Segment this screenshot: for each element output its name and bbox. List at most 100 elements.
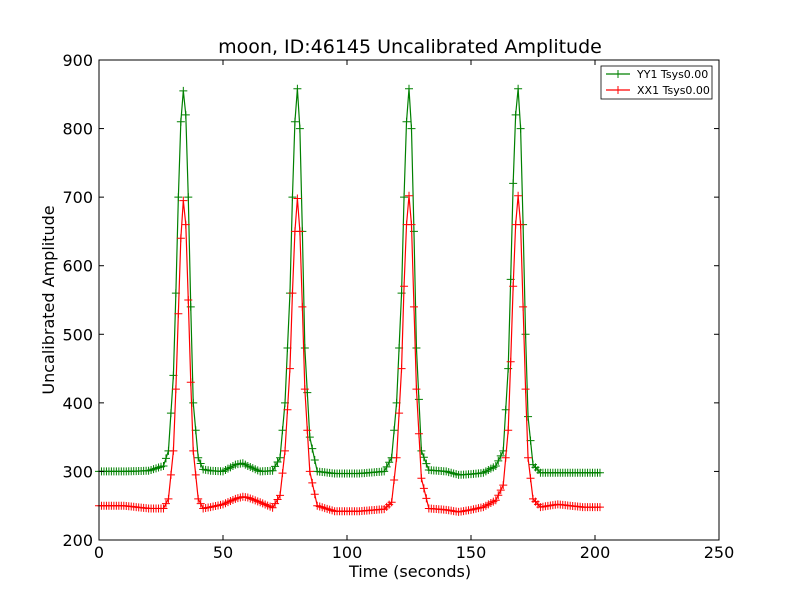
data-point-yy1 (271, 462, 280, 471)
data-point-xx1 (196, 499, 205, 508)
data-point-yy1 (310, 456, 319, 464)
data-point-xx1 (184, 296, 193, 304)
data-point-xx1 (409, 302, 418, 311)
data-point-xx1 (159, 504, 168, 513)
data-point-yy1 (308, 444, 317, 453)
data-point-xx1 (526, 474, 535, 483)
x-tick-label: 0 (94, 543, 104, 562)
data-point-xx1 (412, 385, 421, 394)
data-point-xx1 (176, 234, 185, 243)
data-point-xx1 (308, 478, 317, 487)
data-point-yy1 (290, 117, 299, 126)
data-point-xx1 (405, 191, 413, 200)
data-point-yy1 (293, 84, 302, 93)
data-point-xx1 (419, 484, 428, 493)
data-point-yy1 (268, 466, 277, 475)
data-point-yy1 (181, 110, 190, 119)
y-axis-ticks: 200 300 400 500 600 700 800 900 (62, 51, 719, 550)
data-point-yy1 (382, 462, 391, 471)
data-point-xx1 (171, 385, 180, 394)
plot-area (95, 59, 720, 541)
data-point-xx1 (283, 405, 292, 414)
data-point-yy1 (422, 459, 431, 468)
x-tick-label: 200 (580, 543, 611, 562)
data-point-xx1 (519, 302, 528, 311)
data-point-xx1 (194, 494, 203, 503)
data-point-xx1 (271, 499, 280, 508)
data-point-xx1 (514, 191, 523, 200)
legend: YY1 Tsys0.00 XX1 Tsys0.00 (600, 65, 713, 100)
data-point-yy1 (511, 110, 520, 119)
data-point-xx1 (392, 453, 401, 462)
data-point-xx1 (494, 491, 503, 500)
data-point-xx1 (417, 474, 426, 483)
data-point-xx1 (186, 378, 195, 387)
legend-marker-yy1 (614, 70, 622, 78)
data-point-yy1 (179, 86, 188, 95)
series-markers-xx1 (95, 191, 604, 516)
data-point-xx1 (181, 220, 190, 229)
series-layer (95, 84, 604, 516)
data-point-xx1 (293, 194, 302, 203)
legend-label-xx1: XX1 Tsys0.00 (637, 84, 710, 97)
data-point-yy1 (278, 426, 287, 435)
data-point-xx1 (499, 481, 508, 490)
data-point-xx1 (407, 220, 416, 229)
data-point-yy1 (273, 458, 282, 467)
data-point-yy1 (407, 124, 416, 133)
data-point-yy1 (189, 398, 198, 407)
x-tick-label: 150 (456, 543, 487, 562)
y-tick-label: 900 (62, 51, 93, 70)
data-point-yy1 (496, 451, 505, 460)
data-point-xx1 (288, 289, 297, 298)
data-point-xx1 (295, 227, 304, 236)
data-point-yy1 (405, 84, 413, 93)
x-axis-label: Time (seconds) (348, 562, 471, 581)
data-point-yy1 (161, 454, 170, 463)
data-point-xx1 (305, 467, 314, 476)
data-point-yy1 (174, 193, 183, 202)
x-tick-label: 50 (213, 543, 233, 562)
chart-title: moon, ID:46145 Uncalibrated Amplitude (218, 36, 602, 58)
data-point-xx1 (161, 499, 170, 508)
data-point-xx1 (390, 476, 399, 484)
data-point-yy1 (412, 344, 421, 352)
plot-frame (98, 59, 720, 541)
plot-background (99, 60, 719, 540)
data-point-yy1 (521, 330, 530, 339)
data-point-xx1 (310, 490, 319, 499)
data-point-xx1 (491, 496, 500, 505)
data-point-xx1 (414, 429, 423, 438)
data-point-yy1 (385, 458, 394, 467)
data-point-xx1 (169, 446, 178, 455)
data-point-yy1 (176, 117, 185, 126)
data-point-yy1 (402, 117, 411, 126)
data-point-xx1 (166, 470, 175, 479)
y-tick-label: 600 (62, 257, 93, 276)
data-point-yy1 (159, 461, 168, 470)
y-tick-label: 700 (62, 188, 93, 207)
data-point-yy1 (595, 468, 604, 477)
data-point-yy1 (514, 84, 523, 93)
y-tick-label: 500 (62, 325, 93, 344)
data-point-yy1 (300, 344, 309, 352)
data-point-xx1 (400, 282, 409, 291)
data-point-xx1 (387, 498, 396, 507)
data-point-xx1 (179, 196, 188, 205)
data-point-yy1 (494, 456, 503, 465)
data-point-xx1 (276, 491, 285, 500)
data-point-yy1 (295, 124, 304, 133)
data-point-xx1 (395, 409, 404, 418)
data-point-xx1 (524, 453, 533, 462)
y-tick-label: 200 (62, 531, 93, 550)
data-point-yy1 (166, 409, 175, 418)
legend-box (600, 65, 713, 100)
data-point-xx1 (595, 503, 604, 512)
data-point-yy1 (380, 467, 389, 476)
data-point-xx1 (397, 364, 406, 373)
y-tick-label: 800 (62, 120, 93, 139)
data-point-xx1 (298, 302, 307, 311)
data-point-xx1 (303, 426, 312, 435)
data-point-xx1 (501, 453, 510, 462)
